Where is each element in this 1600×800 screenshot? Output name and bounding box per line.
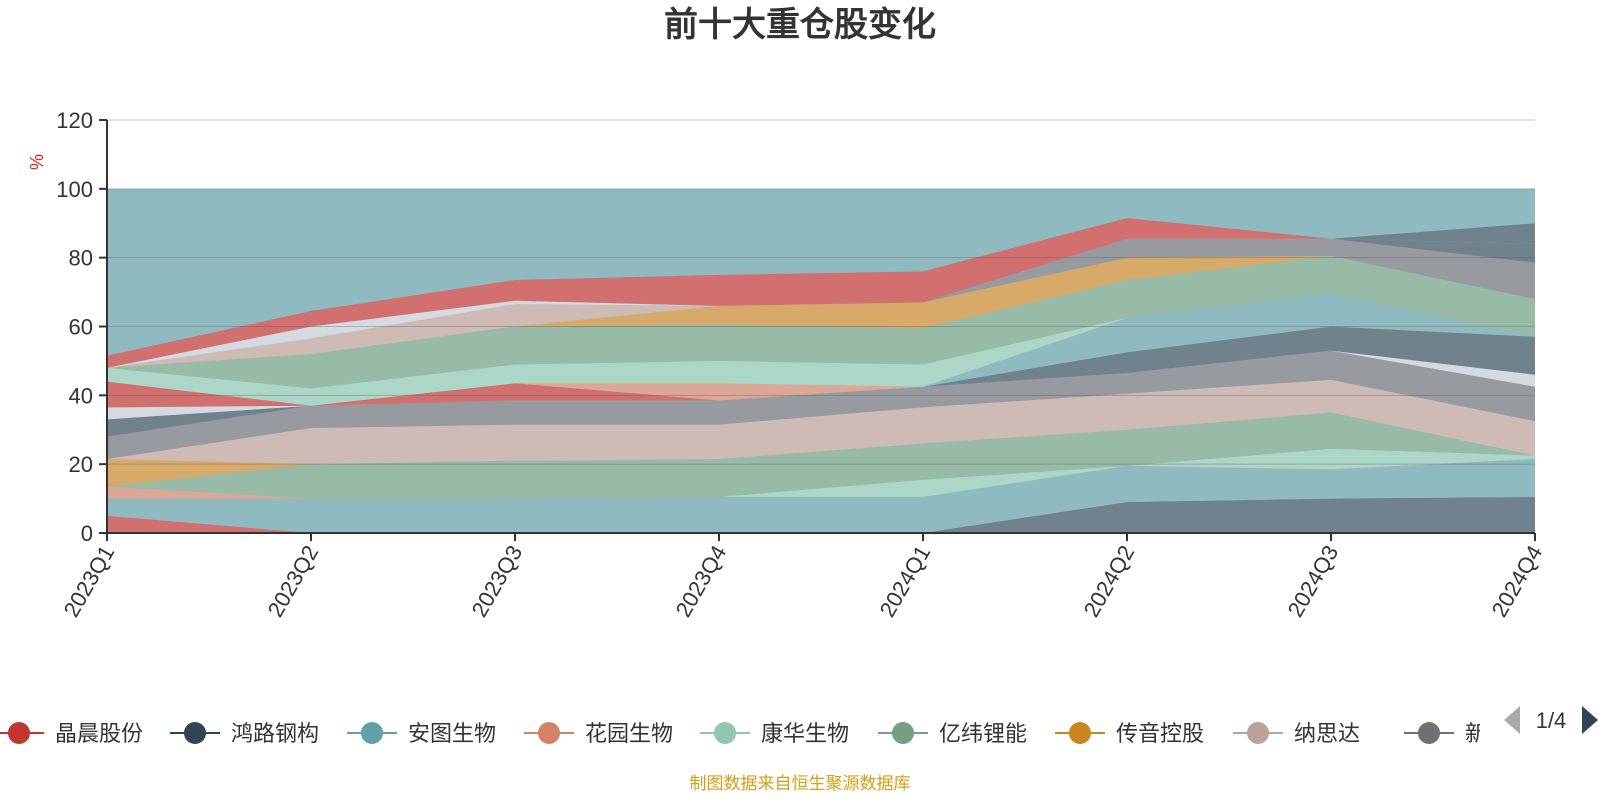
legend-label: 晶晨股份 [55,721,143,746]
x-tick-label: 2023Q1 [59,541,120,621]
area-series-13 [107,326,1535,406]
y-tick-label: 40 [69,383,93,408]
area-series-18 [107,255,1535,368]
legend-label: 花园生物 [585,721,673,746]
y-tick-label: 100 [56,177,93,202]
legend-label: 新疆 [1465,721,1509,746]
y-tick-label: 80 [69,246,93,271]
stacked-areas [107,218,1535,533]
legend-pager: 1/4 [1504,706,1598,734]
legend-item[interactable]: 亿纬锂能 [878,721,1027,746]
legend-circle-icon [8,722,30,744]
legend-circle-icon [184,722,206,744]
chart-title: 前十大重仓股变化 [664,6,936,44]
legend-item[interactable]: 晶晨股份 [0,721,143,746]
legend: 晶晨股份 鸿路钢构 安图生物 花园生物 康华生物 亿纬锂能 传音控股 纳思达 新疆 [0,721,1509,746]
legend-label: 鸿路钢构 [231,721,319,746]
area-series-19 [107,255,1535,368]
area-series-1 [107,496,1535,533]
legend-circle-icon [1247,722,1269,744]
x-tick-label: 2023Q3 [467,541,528,621]
y-tick-label: 60 [69,315,93,340]
legend-item[interactable]: 新疆 [1404,721,1509,746]
legend-circle-icon [714,722,736,744]
x-tick-label: 2024Q4 [1487,541,1548,621]
y-tick-label: 20 [69,452,93,477]
area-series-5 [107,412,1535,499]
legend-item[interactable]: 纳思达 [1233,721,1360,746]
prev-page-icon[interactable] [1504,706,1520,734]
area-series-0 [107,496,1535,533]
legend-circle-icon [892,722,914,744]
area-series-16 [107,293,1535,406]
y-tick-label: 0 [81,521,93,546]
legend-circle-icon [1069,722,1091,744]
legend-item[interactable]: 安图生物 [347,721,496,746]
y-axis-unit: % [27,154,47,170]
legend-circle-icon [361,722,383,744]
legend-circle-icon [1418,722,1440,744]
legend-label: 传音控股 [1116,721,1204,746]
area-series-11 [107,350,1535,408]
legend-item[interactable]: 传音控股 [1055,721,1204,746]
legend-item[interactable]: 花园生物 [524,721,673,746]
next-page-icon[interactable] [1582,706,1598,734]
area-series-20 [107,238,1535,368]
area-series-8 [107,350,1535,459]
x-tick-label: 2023Q2 [263,541,324,621]
area-series-4 [107,448,1535,499]
legend-label: 纳思达 [1294,721,1360,746]
x-tick-label: 2024Q2 [1079,541,1140,621]
gridlines [107,119,1535,465]
source-note: 制图数据来自恒生聚源数据库 [690,774,911,793]
x-tick-label: 2024Q3 [1283,541,1344,621]
legend-label: 安图生物 [408,721,496,746]
y-tick-label: 120 [56,108,93,133]
area-series-14 [107,293,1535,406]
legend-circle-icon [538,722,560,744]
legend-items: 晶晨股份 鸿路钢构 安图生物 花园生物 康华生物 亿纬锂能 传音控股 纳思达 新疆 [0,721,1509,746]
legend-label: 亿纬锂能 [939,721,1027,746]
area-series-7 [107,379,1535,465]
x-tick-label: 2024Q1 [875,541,936,621]
area-series-23 [107,218,1535,368]
area-series-2 [107,459,1535,533]
legend-item[interactable]: 康华生物 [700,721,849,746]
legend-label: 康华生物 [761,721,849,746]
area-series-17 [107,255,1535,389]
legend-page-indicator: 1/4 [1536,708,1567,733]
legend-item[interactable]: 鸿路钢构 [170,721,319,746]
x-tick-label: 2023Q4 [671,541,732,621]
